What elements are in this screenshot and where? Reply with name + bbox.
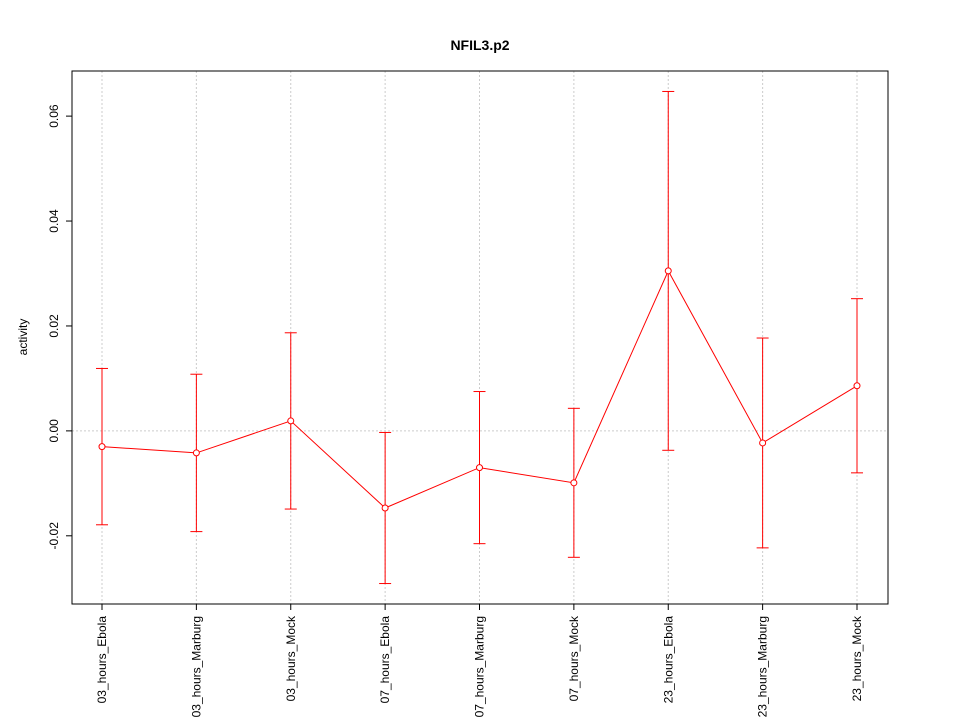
chart-title: NFIL3.p2 xyxy=(450,37,509,53)
x-tick-label: 23_hours_Marburg xyxy=(756,616,770,717)
x-tick-label: 23_hours_Ebola xyxy=(661,616,675,704)
y-tick-label: 0.06 xyxy=(47,104,61,128)
point xyxy=(476,464,483,472)
point xyxy=(853,382,861,390)
point xyxy=(192,449,200,457)
x-tick-label: 03_hours_Ebola xyxy=(95,616,109,704)
x-tick-label: 03_hours_Mock xyxy=(284,615,298,701)
x-tick-label: 07_hours_Mock xyxy=(567,615,581,701)
point xyxy=(664,267,672,275)
x-tick-label: 03_hours_Marburg xyxy=(189,616,203,717)
point xyxy=(287,417,295,425)
point xyxy=(759,439,767,447)
point xyxy=(98,443,106,451)
y-tick-label: 0.00 xyxy=(47,419,61,443)
point xyxy=(570,479,578,487)
y-tick-label: 0.02 xyxy=(47,314,61,338)
x-tick-label: 07_hours_Ebola xyxy=(378,616,392,704)
x-tick-label: 07_hours_Marburg xyxy=(473,616,487,717)
x-tick-label: 23_hours_Mock xyxy=(850,615,864,701)
point xyxy=(381,504,389,512)
y-tick-label: 0.04 xyxy=(47,209,61,233)
y-tick-label: -0.02 xyxy=(47,522,61,550)
y-axis-label: activity xyxy=(16,319,30,356)
